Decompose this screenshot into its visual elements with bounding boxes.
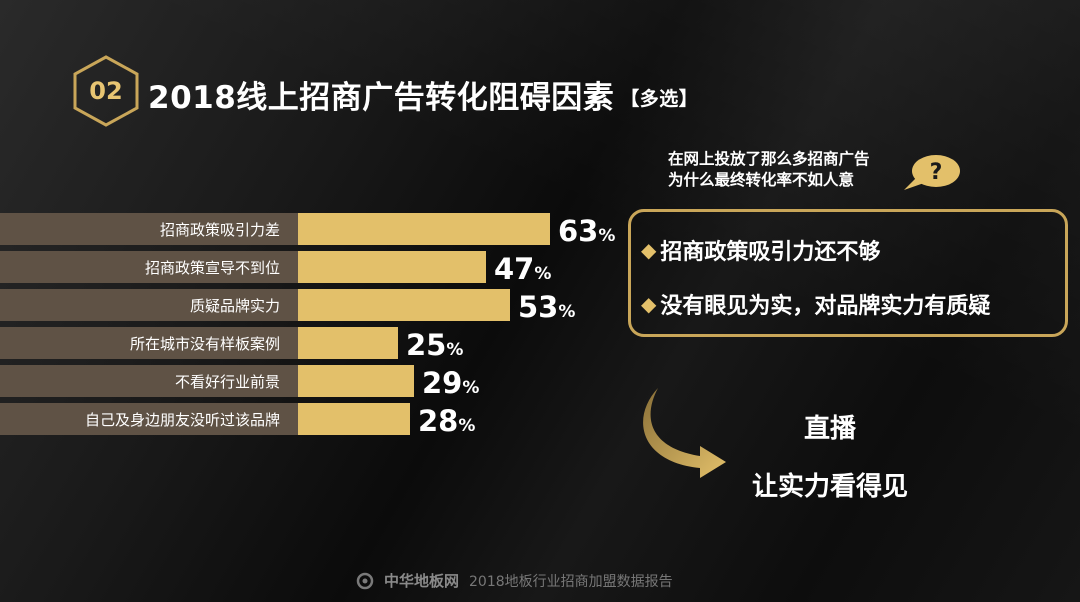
bar-row: 招商政策吸引力差 63% [0, 213, 615, 248]
title-text: 2018线上招商广告转化阻碍因素 [148, 80, 615, 116]
bar [298, 213, 550, 245]
question-line-2: 为什么最终转化率不如人意 [668, 171, 855, 189]
section-number-hexagon [73, 55, 139, 127]
bar [298, 289, 510, 321]
curved-arrow-icon [643, 388, 726, 478]
bar [298, 251, 486, 283]
bar-row: 所在城市没有样板案例 25% [0, 327, 463, 362]
category-band [0, 403, 298, 435]
category-band [0, 327, 298, 359]
category-band [0, 251, 298, 283]
page-title: 2018线上招商广告转化阻碍因素 【多选】 [148, 72, 698, 117]
svg-text:?: ? [930, 160, 943, 185]
bar-row: 不看好行业前景 29% [0, 365, 479, 400]
value-label: 25% [406, 328, 463, 362]
bar-chart: 招商政策吸引力差 63% 招商政策宣导不到位 47% 质疑品牌实力 53% 所在城市没有样板… [0, 213, 615, 438]
footer-report-title: 2018地板行业招商加盟数据报告 [469, 573, 673, 590]
category-label: 所在城市没有样板案例 [130, 335, 280, 353]
footer: 中华地板网 2018地板行业招商加盟数据报告 [356, 570, 673, 591]
reasons-box: ◆ 招商政策吸引力还不够 ◆ 没有眼见为实，对品牌实力有质疑 [628, 209, 1068, 337]
reason-item-1: ◆ 招商政策吸引力还不够 [641, 234, 880, 266]
question-line-1: 在网上投放了那么多招商广告 [668, 150, 870, 168]
diamond-bullet-icon: ◆ [641, 238, 657, 262]
category-band [0, 213, 298, 245]
bar [298, 365, 414, 397]
footer-logo: 中华地板网 [384, 572, 460, 590]
question-bubble-icon: ? [904, 155, 960, 190]
category-label: 不看好行业前景 [175, 373, 280, 391]
value-label: 29% [422, 366, 479, 400]
value-label: 53% [518, 290, 575, 324]
category-band [0, 289, 298, 321]
bar-row: 质疑品牌实力 53% [0, 289, 575, 324]
solution-title: 直播 [803, 414, 856, 444]
category-label: 招商政策吸引力差 [160, 221, 280, 239]
bar-row: 招商政策宣导不到位 47% [0, 251, 551, 286]
reason-text-1: 招商政策吸引力还不够 [660, 240, 881, 265]
bar [298, 327, 398, 359]
category-label: 质疑品牌实力 [190, 297, 280, 315]
bar-row: 自己及身边朋友没听过该品牌 28% [0, 403, 475, 438]
value-label: 47% [494, 252, 551, 286]
value-label: 63% [558, 214, 615, 248]
section-number: 02 [89, 77, 123, 105]
category-label: 招商政策宣导不到位 [145, 259, 280, 277]
value-label: 28% [418, 404, 475, 438]
category-label: 自己及身边朋友没听过该品牌 [85, 411, 280, 429]
bar [298, 403, 410, 435]
reason-item-2: ◆ 没有眼见为实，对品牌实力有质疑 [641, 288, 990, 320]
solution-subtitle: 让实力看得见 [751, 472, 908, 502]
question-text: 在网上投放了那么多招商广告 为什么最终转化率不如人意 [668, 149, 870, 191]
category-band [0, 365, 298, 397]
reason-text-2: 没有眼见为实，对品牌实力有质疑 [660, 294, 991, 319]
logo-icon [356, 572, 374, 589]
title-tag: 【多选】 [620, 88, 699, 110]
diamond-bullet-icon: ◆ [641, 292, 657, 316]
